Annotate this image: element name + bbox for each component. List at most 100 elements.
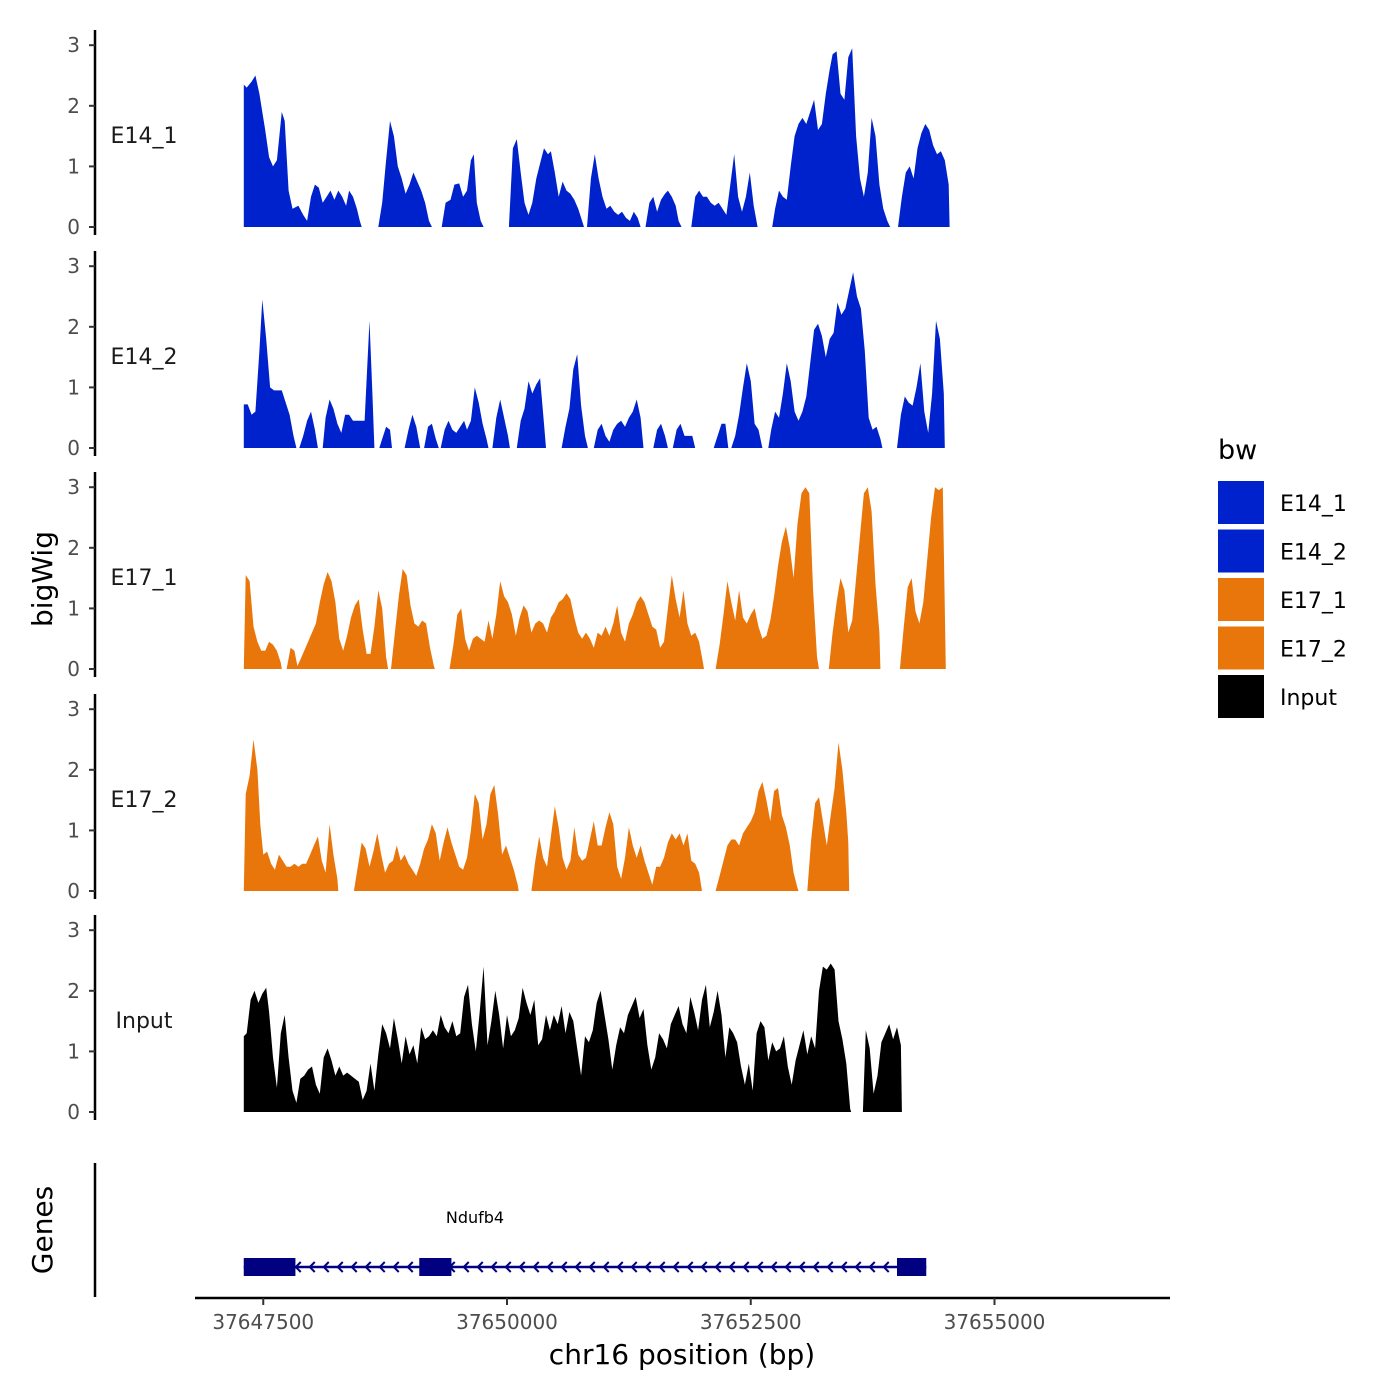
coverage-area-e14_1: [243, 48, 950, 228]
strand-arrow-icon: [812, 1261, 820, 1273]
y-tick-label: 0: [67, 879, 80, 903]
exon-block: [419, 1258, 452, 1276]
strand-arrow-icon: [616, 1261, 624, 1273]
strand-arrow-icon: [644, 1261, 652, 1273]
y-tick-label: 2: [67, 536, 80, 560]
gene-models: Ndufb4: [243, 1208, 927, 1276]
coverage-area-e17_1: [243, 487, 946, 669]
legend-label: E14_2: [1280, 541, 1347, 566]
x-tick-label: 37650000: [456, 1310, 558, 1334]
strand-arrow-icon: [378, 1261, 386, 1273]
legend-swatch: [1218, 578, 1264, 621]
strand-arrow-icon: [770, 1261, 778, 1273]
legend-item: Input: [1218, 675, 1337, 718]
strand-arrow-icon: [756, 1261, 764, 1273]
strand-arrow-icon: [532, 1261, 540, 1273]
strand-arrow-icon: [742, 1261, 750, 1273]
strand-arrow-icon: [658, 1261, 666, 1273]
strand-arrow-icon: [476, 1261, 484, 1273]
y-tick-label: 3: [67, 918, 80, 942]
gene-panel: Genes Ndufb4: [26, 1163, 927, 1297]
panel-input: 0 1 2 3 Input: [67, 915, 902, 1124]
legend-item: E14_1: [1218, 481, 1347, 524]
x-axis-title: chr16 position (bp): [549, 1338, 815, 1371]
track-label: E14_1: [111, 124, 178, 149]
strand-arrow-icon: [882, 1261, 890, 1273]
strand-arrow-icon: [798, 1261, 806, 1273]
strand-arrow-icon: [630, 1261, 638, 1273]
panel-e14_2: 0 1 2 3 E14_2: [67, 251, 945, 460]
legend-label: E17_1: [1280, 589, 1347, 614]
strand-arrow-icon: [490, 1261, 498, 1273]
strand-arrow-icon: [504, 1261, 512, 1273]
y-tick-label: 0: [67, 215, 80, 239]
exon-block: [243, 1258, 296, 1276]
y-tick-label: 2: [67, 94, 80, 118]
gene-name-label: Ndufb4: [446, 1208, 504, 1227]
y-tick-label: 3: [67, 33, 80, 57]
legend-swatch: [1218, 529, 1264, 573]
y-tick-label: 1: [67, 375, 80, 399]
legend-item: E17_2: [1218, 626, 1347, 670]
strand-arrow-icon: [700, 1261, 708, 1273]
y-tick-label: 1: [67, 154, 80, 178]
track-label: E17_1: [111, 566, 178, 591]
legend-items: E14_1 E14_2 E17_1 E17_2 Input: [1218, 481, 1347, 718]
x-tick-label: 37652500: [700, 1310, 802, 1334]
y-tick-label: 2: [67, 758, 80, 782]
track-label: Input: [116, 1009, 173, 1034]
y-tick-label: 1: [67, 1039, 80, 1063]
strand-arrow-icon: [574, 1261, 582, 1273]
legend-item: E14_2: [1218, 529, 1347, 573]
strand-arrow-icon: [714, 1261, 722, 1273]
strand-arrow-icon: [546, 1261, 554, 1273]
coverage-area-e14_2: [243, 272, 945, 448]
x-tick-label: 37655000: [944, 1310, 1046, 1334]
exon-block: [897, 1258, 927, 1276]
y-tick-label: 1: [67, 596, 80, 620]
y-tick-label: 0: [67, 1100, 80, 1124]
strand-arrow-icon: [602, 1261, 610, 1273]
y-axis-title: bigWig: [26, 531, 59, 627]
strand-arrow-icon: [336, 1261, 344, 1273]
y-tick-label: 0: [67, 657, 80, 681]
panel-e17_1: 0 1 2 3 E17_1: [67, 472, 946, 681]
coverage-area-input: [243, 963, 902, 1112]
strand-arrow-icon: [826, 1261, 834, 1273]
y-tick-label: 1: [67, 818, 80, 842]
x-ticks: 37647500 37650000 37652500 37655000: [212, 1298, 1045, 1334]
strand-arrow-icon: [784, 1261, 792, 1273]
strand-arrow-icon: [672, 1261, 680, 1273]
y-tick-label: 2: [67, 315, 80, 339]
strand-arrow-icon: [392, 1261, 400, 1273]
track-label: E14_2: [111, 345, 178, 370]
strand-arrow-icon: [588, 1261, 596, 1273]
gene-panel-title: Genes: [26, 1186, 59, 1274]
y-tick-label: 0: [67, 436, 80, 460]
y-tick-label: 3: [67, 697, 80, 721]
y-tick-label: 2: [67, 979, 80, 1003]
panel-e17_2: 0 1 2 3 E17_2: [67, 694, 850, 903]
strand-arrow-icon: [840, 1261, 848, 1273]
strand-arrow-icon: [350, 1261, 358, 1273]
legend-label: E14_1: [1280, 492, 1347, 517]
track-label: E17_2: [111, 788, 178, 813]
strand-arrow-icon: [462, 1261, 470, 1273]
legend-item: E17_1: [1218, 578, 1347, 621]
legend-swatch: [1218, 626, 1264, 670]
strand-arrow-icon: [560, 1261, 568, 1273]
legend-label: Input: [1280, 686, 1337, 711]
strand-arrow-icon: [322, 1261, 330, 1273]
strand-arrow-icon: [686, 1261, 694, 1273]
strand-arrow-icon: [854, 1261, 862, 1273]
strand-arrow-icon: [308, 1261, 316, 1273]
legend-swatch: [1218, 675, 1264, 718]
y-tick-label: 3: [67, 475, 80, 499]
panel-e14_1: 0 1 2 3 E14_1: [67, 30, 950, 239]
strand-arrow-icon: [406, 1261, 414, 1273]
x-axis: 37647500 37650000 37652500 37655000 chr16 p…: [195, 1296, 1170, 1371]
coverage-area-e17_2: [243, 739, 850, 891]
gene-ndufb4: Ndufb4: [243, 1208, 927, 1276]
legend-label: E17_2: [1280, 638, 1347, 663]
